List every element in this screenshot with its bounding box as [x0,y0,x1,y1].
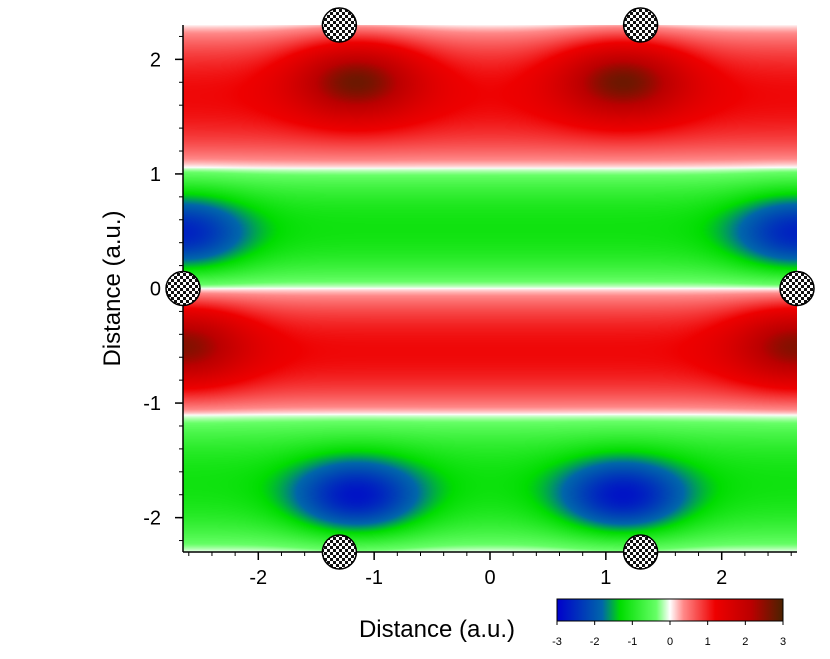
x-tick-label: -2 [249,567,267,589]
y-tick-label: 0 [150,279,161,301]
checkered-sphere-icon [321,7,358,43]
y-axis-title: Distance (a.u.) [99,210,126,366]
x-tick-label: 0 [484,567,495,589]
colorbar-tick-label: 0 [667,636,673,648]
colorbar-tick-label: 2 [742,636,748,648]
checkered-sphere-icon [321,534,358,570]
y-tick-label: 1 [150,164,161,186]
colorbar-tick-label: -3 [552,636,562,648]
x-tick-label: 1 [600,567,611,589]
checkered-sphere-icon [779,270,815,307]
field-map [183,25,797,552]
colorbar-tick-label: -2 [590,636,600,648]
checkered-sphere-icon [165,270,201,307]
x-tick-label: -1 [365,567,383,589]
colorbar: -3 -2 -1 0 1 2 3 [552,598,786,648]
colorbar-tick-label: 1 [705,636,711,648]
atoms [165,7,815,570]
checkered-sphere-icon [622,7,659,43]
plot-area [183,25,797,552]
colorbar-tick-label: -1 [627,636,637,648]
y-tick-label: -2 [143,508,161,530]
colorbar-tick-label: 3 [780,636,786,648]
x-axis-title: Distance (a.u.) [359,616,515,643]
colorbar-gradient [556,598,784,622]
y-tick-label: 2 [150,49,161,71]
x-tick-label: 2 [716,567,727,589]
checkered-sphere-icon [622,534,659,570]
y-tick-label: -1 [143,393,161,415]
